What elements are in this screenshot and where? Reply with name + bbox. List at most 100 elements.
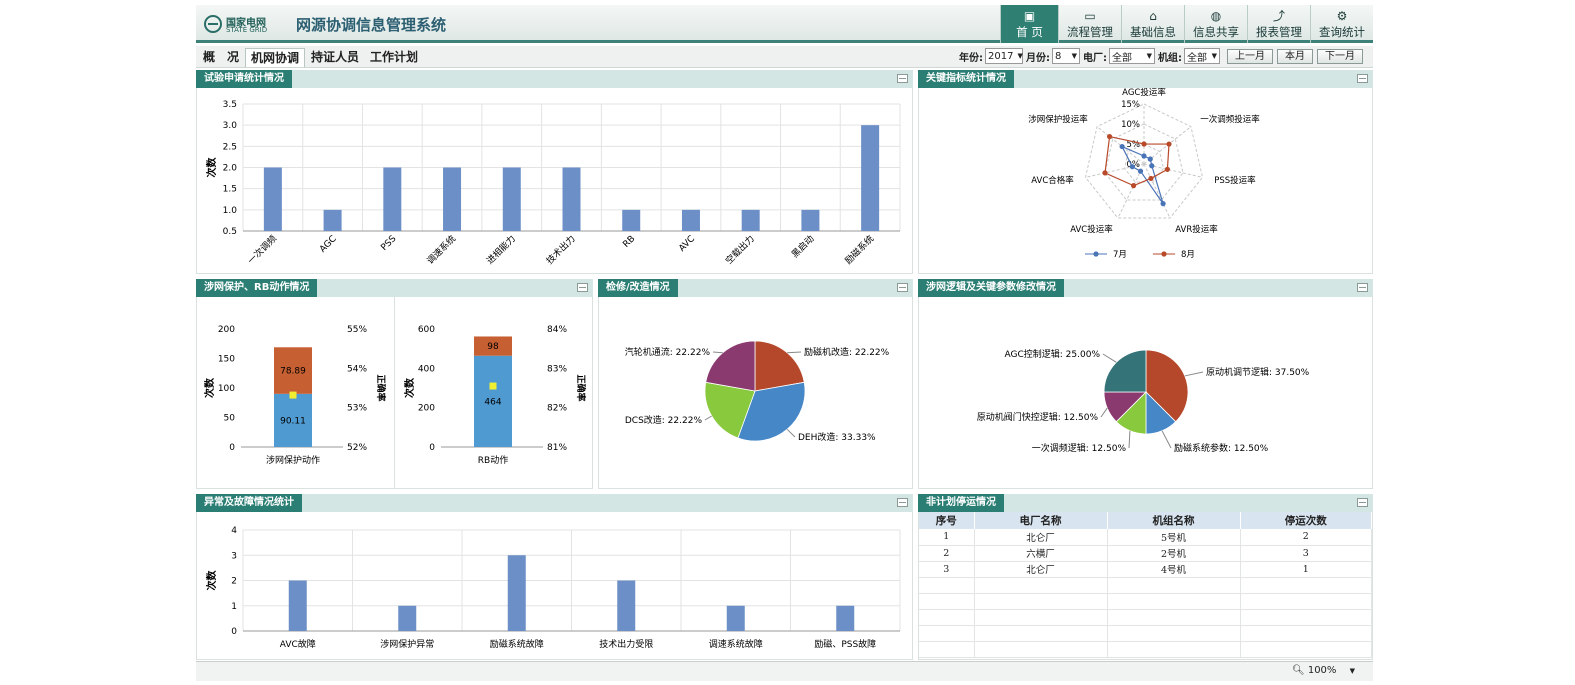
plant-select[interactable]: 全部 ▼ (1109, 48, 1155, 64)
legend-label: 7月 (1113, 250, 1127, 260)
radar-series-line (1104, 135, 1170, 187)
nav-item-0[interactable]: ▣ 首 页 (1000, 5, 1058, 43)
table-cell (1240, 593, 1372, 610)
panel-header: 涉网逻辑及关键参数修改情况 (918, 279, 1373, 297)
y2-tick-label: 82% (547, 404, 567, 414)
table-view-icon[interactable] (897, 74, 908, 83)
radar-point (1149, 163, 1155, 169)
panel-body: 0.5 1.0 1.5 2.0 2.5 3.0 3.5 次数 一次调频 AGC PSS 调速系统 进相能… (196, 88, 913, 274)
table-row (919, 577, 1372, 594)
pie-slice (754, 340, 805, 392)
tab-2[interactable]: 持证人员 (311, 50, 360, 64)
y-tick-label: 3.0 (223, 121, 238, 131)
unit-select[interactable]: 全部 ▼ (1184, 48, 1220, 64)
table-cell (1107, 609, 1241, 626)
nav-item-4[interactable]: ⤴ 报表管理 (1247, 5, 1310, 43)
tab-bar: 概 况机网协调 持证人员 工作计划 (198, 48, 424, 67)
y-axis-label: 次数 (205, 157, 218, 178)
nav-item-1[interactable]: ▭ 流程管理 (1058, 5, 1121, 43)
table-row[interactable]: 1 北仑厂 5号机 2 (919, 529, 1372, 546)
monitor-icon: ▭ (1084, 9, 1096, 23)
rate-marker (489, 382, 497, 390)
table-view-icon[interactable] (577, 283, 588, 292)
tab-3[interactable]: 工作计划 (370, 50, 419, 64)
tab-0[interactable]: 概 况 (203, 50, 240, 64)
month-label: 月份: (1026, 52, 1050, 64)
panel-title: 涉网逻辑及关键参数修改情况 (918, 279, 1064, 297)
pie-label: AGC控制逻辑: 25.00% (1005, 348, 1101, 360)
table-view-icon[interactable] (897, 283, 908, 292)
bar (507, 555, 526, 631)
legend-label: 8月 (1181, 250, 1195, 260)
fault-bar-chart: 0 1 2 3 4 次数 AVC故障 涉网保护异常 励磁系统故障 技术出力受限 调速系统故障 励磁、P… (205, 526, 901, 650)
filter-bar: 年份: 2017 ▼ 月份: 8 ▼ 电厂: 全部 ▼ 机组: 全部 ▼ 上一月 本月 … (959, 48, 1363, 64)
chevron-down-icon: ▼ (1146, 52, 1152, 60)
nav-item-label: 首 页 (1016, 25, 1043, 39)
building-icon: ⌂ (1149, 9, 1157, 23)
repair-pie-chart: 励磁机改造: 22.22% DEH改造: 33.33% DCS改造: 22.22% 汽… (625, 340, 890, 443)
nav-item-5[interactable]: ⚙ 查询统计 (1310, 5, 1373, 43)
legend-marker (1093, 251, 1099, 257)
rate-marker (289, 391, 297, 399)
bar (323, 209, 342, 231)
table-row (919, 609, 1372, 626)
column-header[interactable]: 电厂名称 (974, 512, 1108, 529)
panel-title: 关键指标统计情况 (918, 70, 1014, 88)
table-view-icon[interactable] (1357, 74, 1368, 83)
zoom-icon: 🔍︎ (1291, 665, 1305, 676)
header-bar: 国家电网 STATE GRID 网源协调信息管理系统 ▣ 首 页 ▭ 流程管理 ⌂ 基础信… (196, 5, 1373, 43)
column-header[interactable]: 停运次数 (1240, 512, 1372, 529)
table-view-icon[interactable] (1357, 283, 1368, 292)
next-month-button[interactable]: 下一月 (1317, 48, 1363, 64)
pie-slice (704, 381, 756, 439)
table-cell (974, 641, 1108, 658)
line-chart-icon: ⤴ (1272, 9, 1285, 23)
nav-item-2[interactable]: ⌂ 基础信息 (1121, 5, 1184, 43)
table-row[interactable]: 2 六横厂 2号机 3 (919, 545, 1372, 562)
pie-label: 原动机阀门快控逻辑: 12.50% (977, 411, 1099, 423)
radar-axis-label: PSS投运率 (1214, 175, 1256, 186)
table-cell: 2 (1240, 529, 1372, 546)
y-axis-label: 次数 (203, 377, 216, 398)
table-row[interactable]: 3 北仑厂 4号机 1 (919, 561, 1372, 578)
month-select[interactable]: 8 ▼ (1052, 48, 1080, 64)
table-view-icon[interactable] (897, 498, 908, 507)
table-view-icon[interactable] (1357, 498, 1368, 507)
radar-grid-ring (1084, 103, 1204, 219)
panel-title: 检修/改造情况 (598, 279, 678, 297)
panel-title: 试验申请统计情况 (196, 70, 292, 88)
radar-axis-label: 一次调频投运率 (1200, 114, 1260, 125)
current-month-button[interactable]: 本月 (1277, 48, 1313, 64)
y2-tick-label: 81% (547, 443, 567, 453)
y-axis-label: 次数 (403, 377, 416, 398)
x-tick-label: 调速系统故障 (709, 638, 763, 650)
logic-change-panel: 涉网逻辑及关键参数修改情况 原动机调节逻辑: 37.50% 励磁系统参数: 12.… (918, 279, 1373, 489)
status-bar: 🔍︎ 100% ▼ (196, 661, 1373, 681)
table-cell: 1 (919, 529, 975, 546)
y-tick-label: 50 (224, 414, 236, 424)
nav-item-label: 报表管理 (1256, 25, 1302, 39)
y-tick-label: 2.5 (223, 142, 237, 152)
zoom-control[interactable]: 🔍︎ 100% ▼ (1292, 665, 1355, 676)
tab-1[interactable]: 机网协调 (245, 48, 306, 67)
x-tick-label: 黑启动 (789, 233, 817, 261)
y-tick-label: 0 (229, 443, 235, 453)
outage-table: 序号 电厂名称 机组名称 停运次数 1 北仑厂 5号机 2 2 六横厂 2号机 3 3 北仑厂 4号机 1 (919, 512, 1372, 658)
nav-item-3[interactable]: ◍ 信息共享 (1184, 5, 1247, 43)
prev-month-button[interactable]: 上一月 (1227, 48, 1273, 64)
panel-header: 非计划停运情况 (918, 494, 1373, 512)
x-tick-label: PSS (379, 234, 398, 253)
data-label: 78.89 (280, 367, 306, 377)
radar-tick-label: 5% (1127, 140, 1141, 150)
column-header[interactable]: 机组名称 (1107, 512, 1241, 529)
table-cell (974, 625, 1108, 642)
pie-label: DEH改造: 33.33% (798, 431, 876, 443)
radar-point (1129, 164, 1135, 170)
bar (617, 580, 636, 631)
column-header[interactable]: 序号 (919, 512, 975, 529)
x-tick-label: 涉网保护异常 (380, 638, 434, 650)
year-select[interactable]: 2017 ▼ (985, 48, 1023, 64)
state-grid-globe-icon (204, 15, 222, 33)
pie-leader-line (1128, 430, 1131, 449)
plant-label: 电厂: (1083, 52, 1107, 64)
